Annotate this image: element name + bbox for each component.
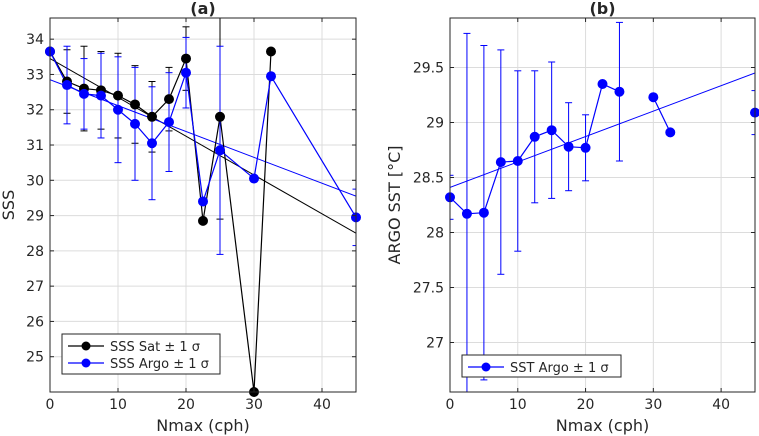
y-tick-label: 29.5 xyxy=(413,61,444,77)
data-point xyxy=(130,118,140,129)
x-axis-label: Nmax (cph) xyxy=(556,416,650,435)
data-point xyxy=(164,94,174,105)
y-tick-label: 29 xyxy=(26,209,44,225)
y-tick-label: 25 xyxy=(26,350,44,366)
data-point xyxy=(215,111,225,122)
y-tick-label: 28 xyxy=(426,226,444,242)
data-point xyxy=(96,90,106,101)
axes-box xyxy=(449,17,756,393)
data-point xyxy=(614,86,625,97)
data-point xyxy=(130,99,140,110)
data-point xyxy=(147,111,157,122)
x-tick-label: 0 xyxy=(46,397,55,413)
x-tick-label: 10 xyxy=(509,397,527,413)
plot-area xyxy=(450,18,755,392)
legend-label: SSS Sat ± 1 σ xyxy=(110,340,200,355)
legend: SSS Sat ± 1 σ SSS Argo ± 1 σ xyxy=(61,333,221,375)
data-point xyxy=(266,71,276,82)
data-point xyxy=(79,88,89,99)
y-tick-label: 27 xyxy=(26,279,44,295)
data-point xyxy=(62,80,72,91)
panel-a-sss: 0 10 20 30 40 25 26 27 28 29 30 31 32 33 34 (a) Nmax (cp… xyxy=(0,0,361,435)
y-tick-label: 26 xyxy=(26,314,44,330)
series-line xyxy=(652,96,671,133)
x-tick-label: 40 xyxy=(313,397,331,413)
data-point xyxy=(181,53,191,64)
data-point xyxy=(181,67,191,78)
legend-marker xyxy=(481,362,491,372)
data-point xyxy=(266,46,276,57)
data-point xyxy=(147,138,157,149)
data-point xyxy=(648,92,659,103)
data-point xyxy=(461,208,472,219)
legend-label: SST Argo ± 1 σ xyxy=(510,361,609,376)
y-tick-label: 29 xyxy=(426,116,444,132)
legend-marker xyxy=(81,341,91,351)
data-point xyxy=(597,79,608,89)
data-point xyxy=(113,104,123,115)
legend: SST Argo ± 1 σ xyxy=(461,354,622,378)
y-tick-label: 28 xyxy=(26,244,44,260)
data-point xyxy=(512,156,523,166)
y-tick-label: 27.5 xyxy=(413,281,444,297)
x-tick-label: 20 xyxy=(177,397,195,413)
data-point xyxy=(529,131,540,142)
x-axis-label: Nmax (cph) xyxy=(156,416,250,435)
panel-title: (a) xyxy=(190,0,215,18)
y-axis-label: SSS xyxy=(0,190,18,220)
data-point xyxy=(546,125,557,136)
y-tick-label: 31 xyxy=(26,138,44,154)
y-tick-label: 30 xyxy=(26,173,44,189)
y-tick-label: 32 xyxy=(26,103,44,119)
y-tick-label: 28.5 xyxy=(413,171,444,187)
data-point xyxy=(198,196,208,207)
x-tick-label: 40 xyxy=(712,397,730,413)
data-point xyxy=(495,157,506,168)
x-tick-label: 20 xyxy=(577,397,595,413)
legend-marker xyxy=(81,358,91,368)
data-point xyxy=(563,141,574,152)
x-tick-label: 10 xyxy=(109,397,127,413)
data-point xyxy=(580,142,591,153)
legend-box xyxy=(461,354,622,378)
data-point xyxy=(249,173,259,184)
data-point xyxy=(164,117,174,128)
axes-box xyxy=(49,17,357,393)
x-tick-label: 30 xyxy=(644,397,662,413)
panel-title: (b) xyxy=(589,0,615,18)
data-point xyxy=(113,90,123,101)
x-tick-label: 0 xyxy=(446,397,455,413)
y-tick-label: 34 xyxy=(26,32,44,48)
legend-label: SSS Argo ± 1 σ xyxy=(110,357,209,372)
data-point xyxy=(665,127,676,138)
data-point xyxy=(478,207,489,218)
data-point xyxy=(215,145,225,156)
x-tick-label: 30 xyxy=(245,397,263,413)
panel-b-sst: 0 10 20 30 40 27 27.5 28 28.5 29 29.5 (b) Nmax (cph)… xyxy=(385,0,759,435)
y-axis-label: ARGO SST [°C] xyxy=(385,146,404,265)
y-tick-label: 27 xyxy=(426,336,444,352)
legend-box xyxy=(61,333,221,375)
data-point xyxy=(198,215,208,226)
y-tick-label: 33 xyxy=(26,67,44,83)
